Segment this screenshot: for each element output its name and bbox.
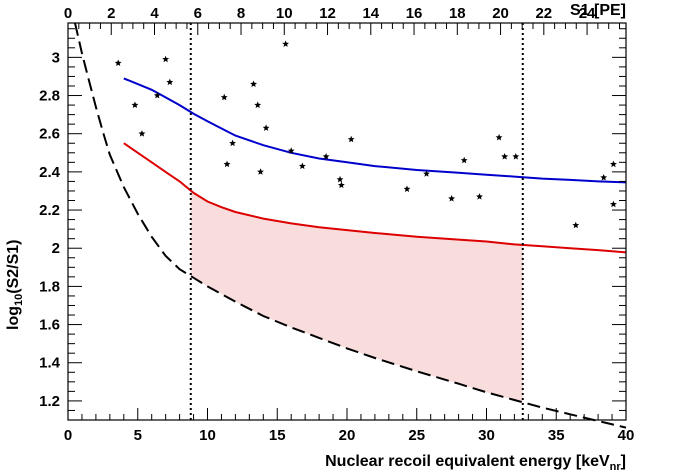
event-point [322, 153, 330, 160]
series-line-1 [123, 142, 627, 254]
event-point [257, 168, 264, 175]
series-line-0 [123, 77, 627, 184]
curves-layer [74, 22, 627, 429]
x2-tick-label: 14 [362, 5, 379, 22]
series-line-2 [74, 22, 627, 429]
x2-axis-title: S1 [PE] [570, 2, 626, 19]
event-point [495, 133, 503, 141]
x2-tick-label: 6 [194, 5, 202, 22]
x-tick-label: 10 [199, 427, 216, 444]
x-tick-label: 5 [134, 427, 142, 444]
event-point [166, 78, 174, 86]
event-point [336, 175, 344, 183]
x2-tick-label: 18 [449, 5, 466, 22]
event-point [448, 195, 455, 202]
event-point [162, 55, 170, 63]
event-point [600, 174, 608, 181]
y-tick-label: 2.4 [39, 164, 61, 181]
event-point [223, 160, 231, 168]
x2-tick-label: 0 [64, 5, 72, 22]
event-point [254, 101, 262, 108]
y-tick-label: 2.8 [39, 88, 60, 105]
acceptance-region [190, 190, 523, 403]
event-point [220, 93, 228, 101]
x2-tick-label: 16 [406, 5, 423, 22]
event-point [114, 59, 122, 66]
event-point [282, 40, 289, 47]
event-point [298, 162, 306, 170]
event-point [229, 139, 236, 147]
event-point [501, 153, 509, 160]
event-point [338, 181, 345, 189]
plot-frame [67, 22, 627, 421]
x2-tick-label: 8 [237, 5, 245, 22]
x-axis-title: Nuclear recoil equivalent energy [keVnr] [325, 453, 626, 472]
y-tick-label: 2.2 [39, 202, 60, 219]
x-tick-label: 40 [618, 427, 635, 444]
x-tick-label: 35 [548, 427, 565, 444]
y-tick-label: 1.2 [39, 393, 60, 410]
axes-layer: 0 5 10 15 20 25 30 35 400 2 4 6 8 10 12 14 16 18 20 22 241.2… [39, 5, 634, 444]
x2-tick-label: 22 [535, 5, 552, 22]
acceptance-region-layer [190, 190, 523, 403]
event-point [403, 185, 411, 192]
y-tick-label: 1.6 [39, 317, 60, 334]
x2-tick-label: 10 [276, 5, 293, 22]
x-tick-label: 25 [408, 427, 425, 444]
y-tick-label: 2.6 [39, 126, 60, 143]
event-point [287, 147, 295, 154]
event-point [262, 124, 270, 131]
event-point [512, 153, 520, 160]
event-point [423, 170, 430, 177]
event-point [610, 160, 617, 168]
events-layer [114, 40, 617, 229]
event-point [250, 80, 257, 87]
event-point [610, 200, 617, 208]
event-point [153, 91, 161, 99]
y-axis-title: log10(S2/S1) [5, 240, 25, 331]
x-tick-label: 20 [339, 427, 356, 444]
y-tick-label: 2 [52, 240, 60, 257]
event-point [476, 193, 483, 200]
x2-tick-label: 2 [107, 5, 115, 22]
x-tick-label: 0 [64, 427, 72, 444]
y-tick-label: 3 [52, 49, 60, 66]
x2-tick-label: 24 [579, 5, 596, 22]
event-point [138, 130, 146, 137]
event-point [460, 156, 468, 164]
x2-tick-label: 4 [150, 5, 159, 22]
event-point [572, 221, 580, 229]
event-point [131, 101, 139, 108]
x-tick-label: 30 [478, 427, 495, 444]
x2-tick-label: 20 [492, 5, 509, 22]
y-tick-label: 1.4 [39, 355, 61, 372]
x-tick-label: 15 [269, 427, 286, 444]
event-point [347, 135, 355, 143]
x2-tick-label: 12 [319, 5, 336, 22]
y-tick-label: 1.8 [39, 278, 60, 295]
